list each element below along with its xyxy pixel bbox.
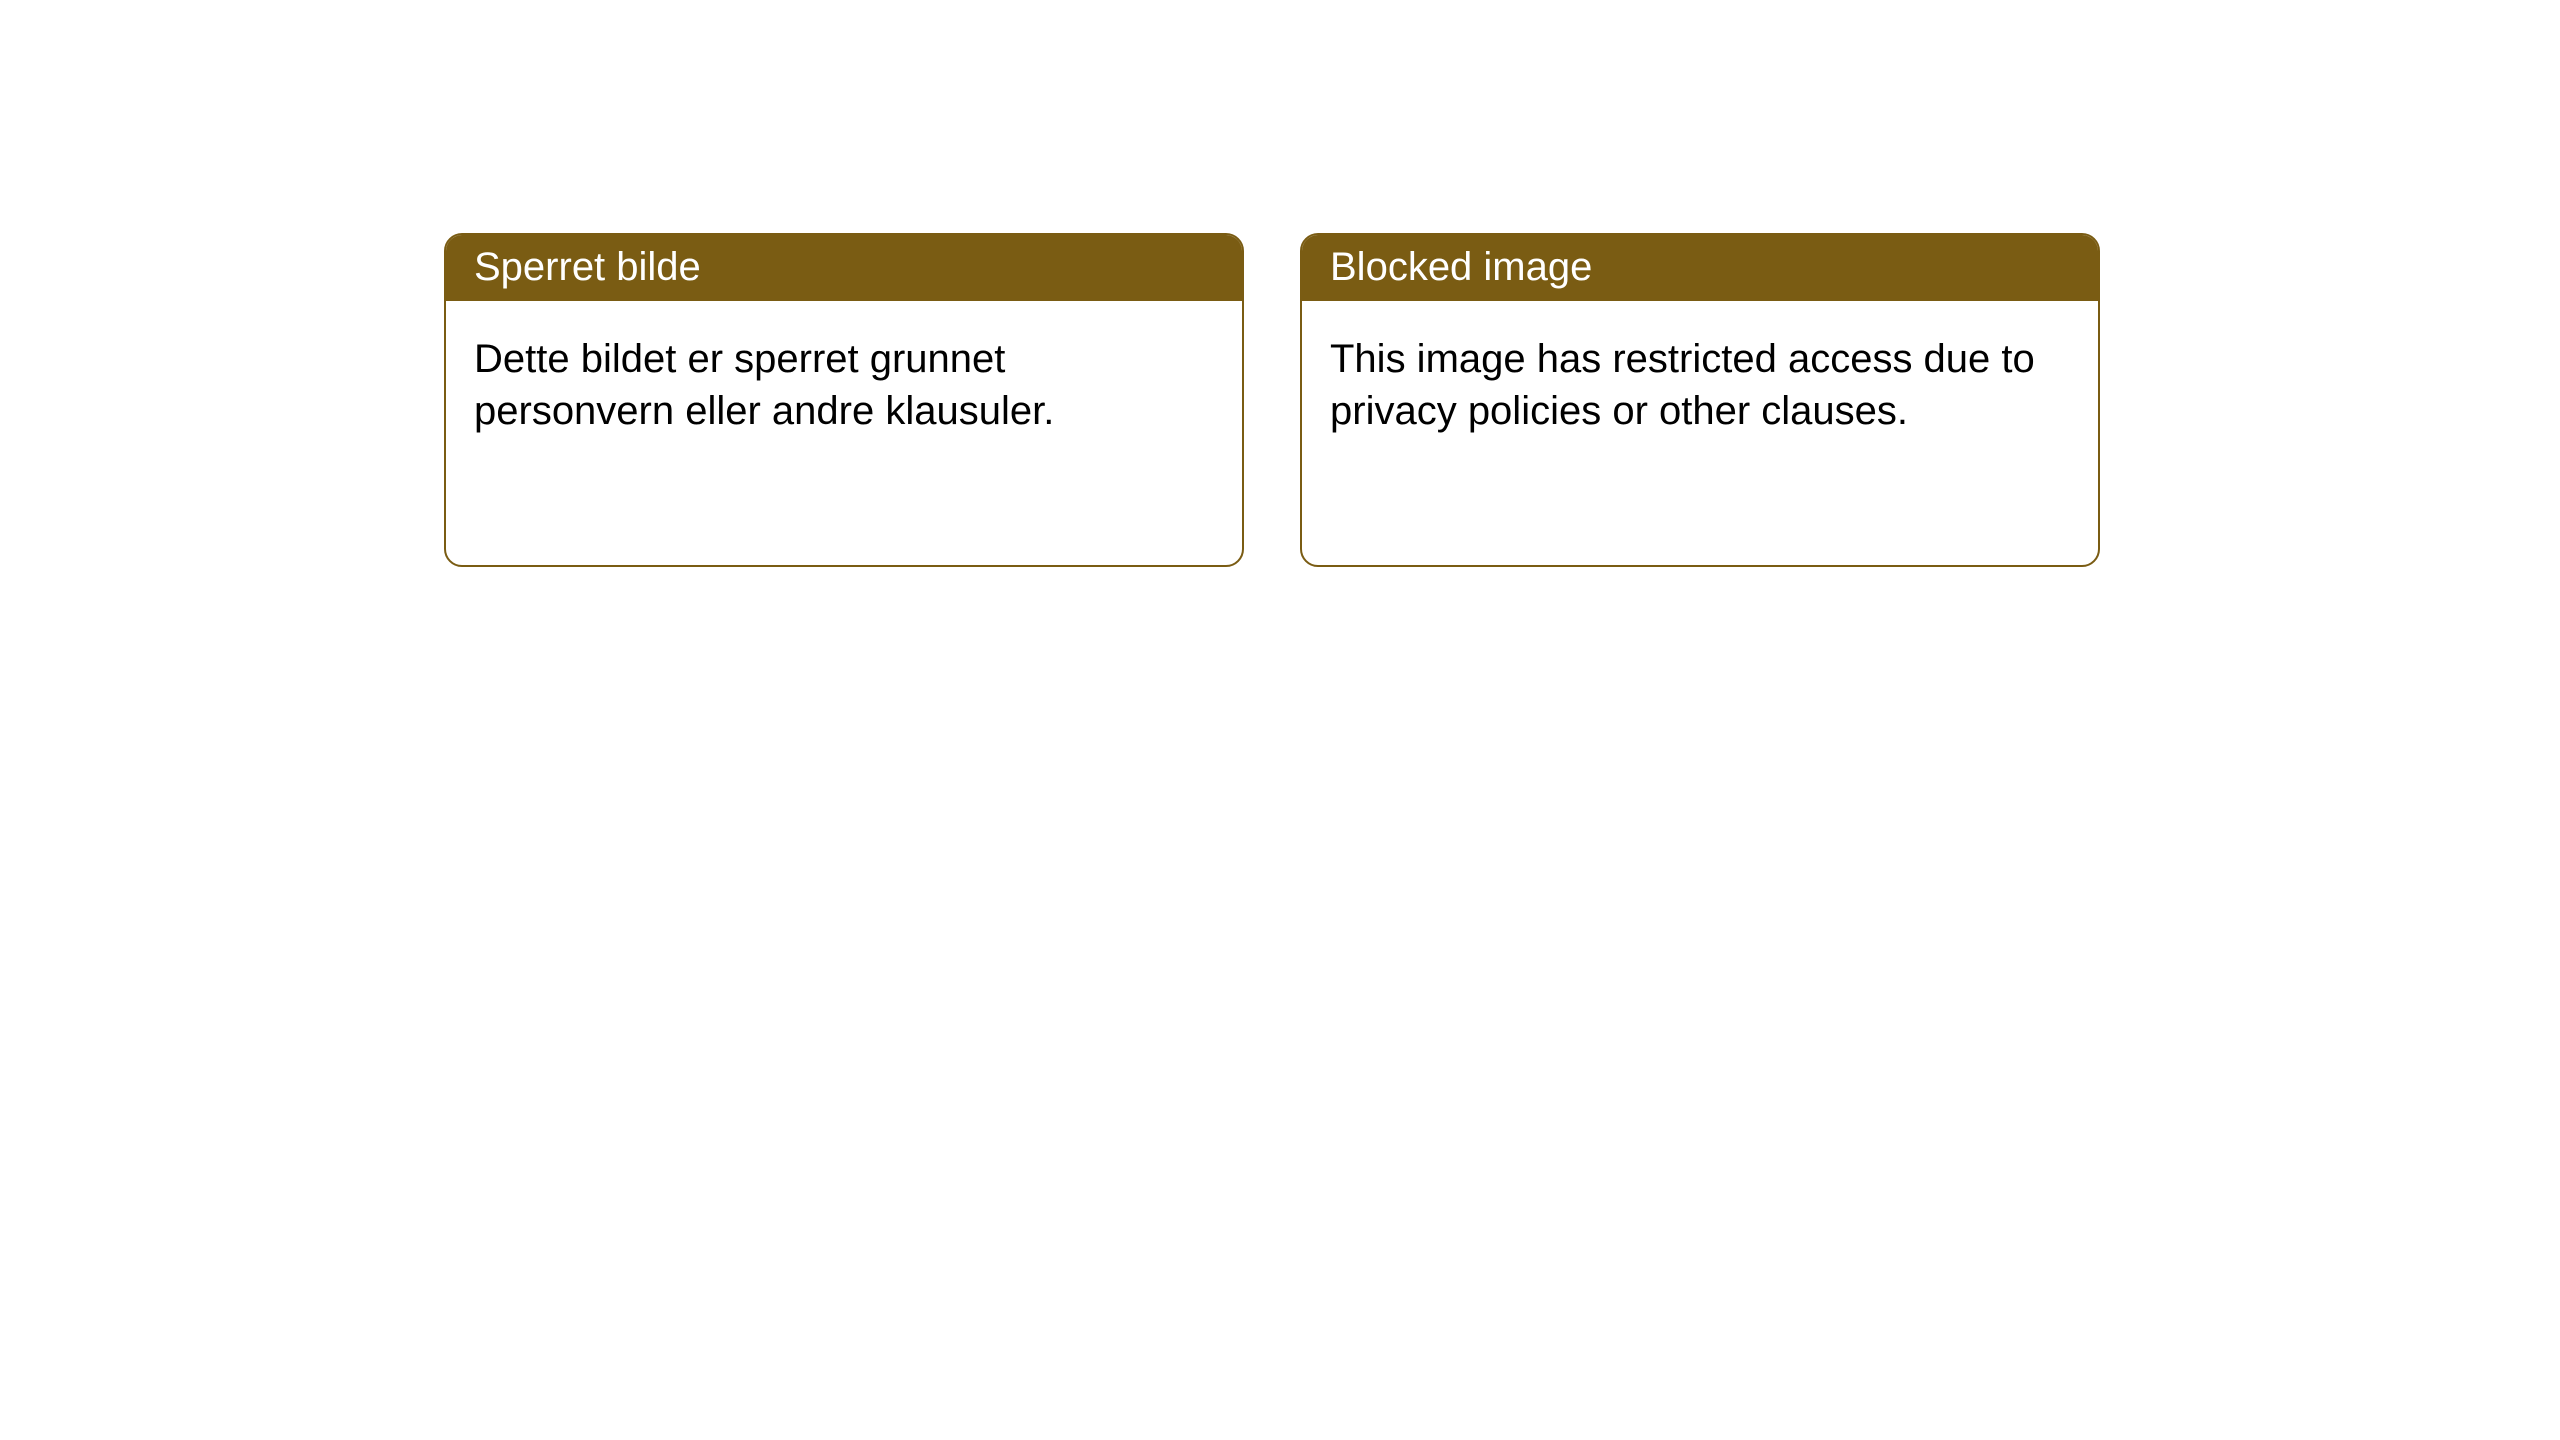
notice-body-en: This image has restricted access due to … xyxy=(1302,301,2098,469)
notice-title-no: Sperret bilde xyxy=(446,235,1242,301)
notice-container: Sperret bilde Dette bildet er sperret gr… xyxy=(0,0,2560,567)
notice-card-no: Sperret bilde Dette bildet er sperret gr… xyxy=(444,233,1244,567)
notice-body-no: Dette bildet er sperret grunnet personve… xyxy=(446,301,1242,469)
notice-card-en: Blocked image This image has restricted … xyxy=(1300,233,2100,567)
notice-title-en: Blocked image xyxy=(1302,235,2098,301)
